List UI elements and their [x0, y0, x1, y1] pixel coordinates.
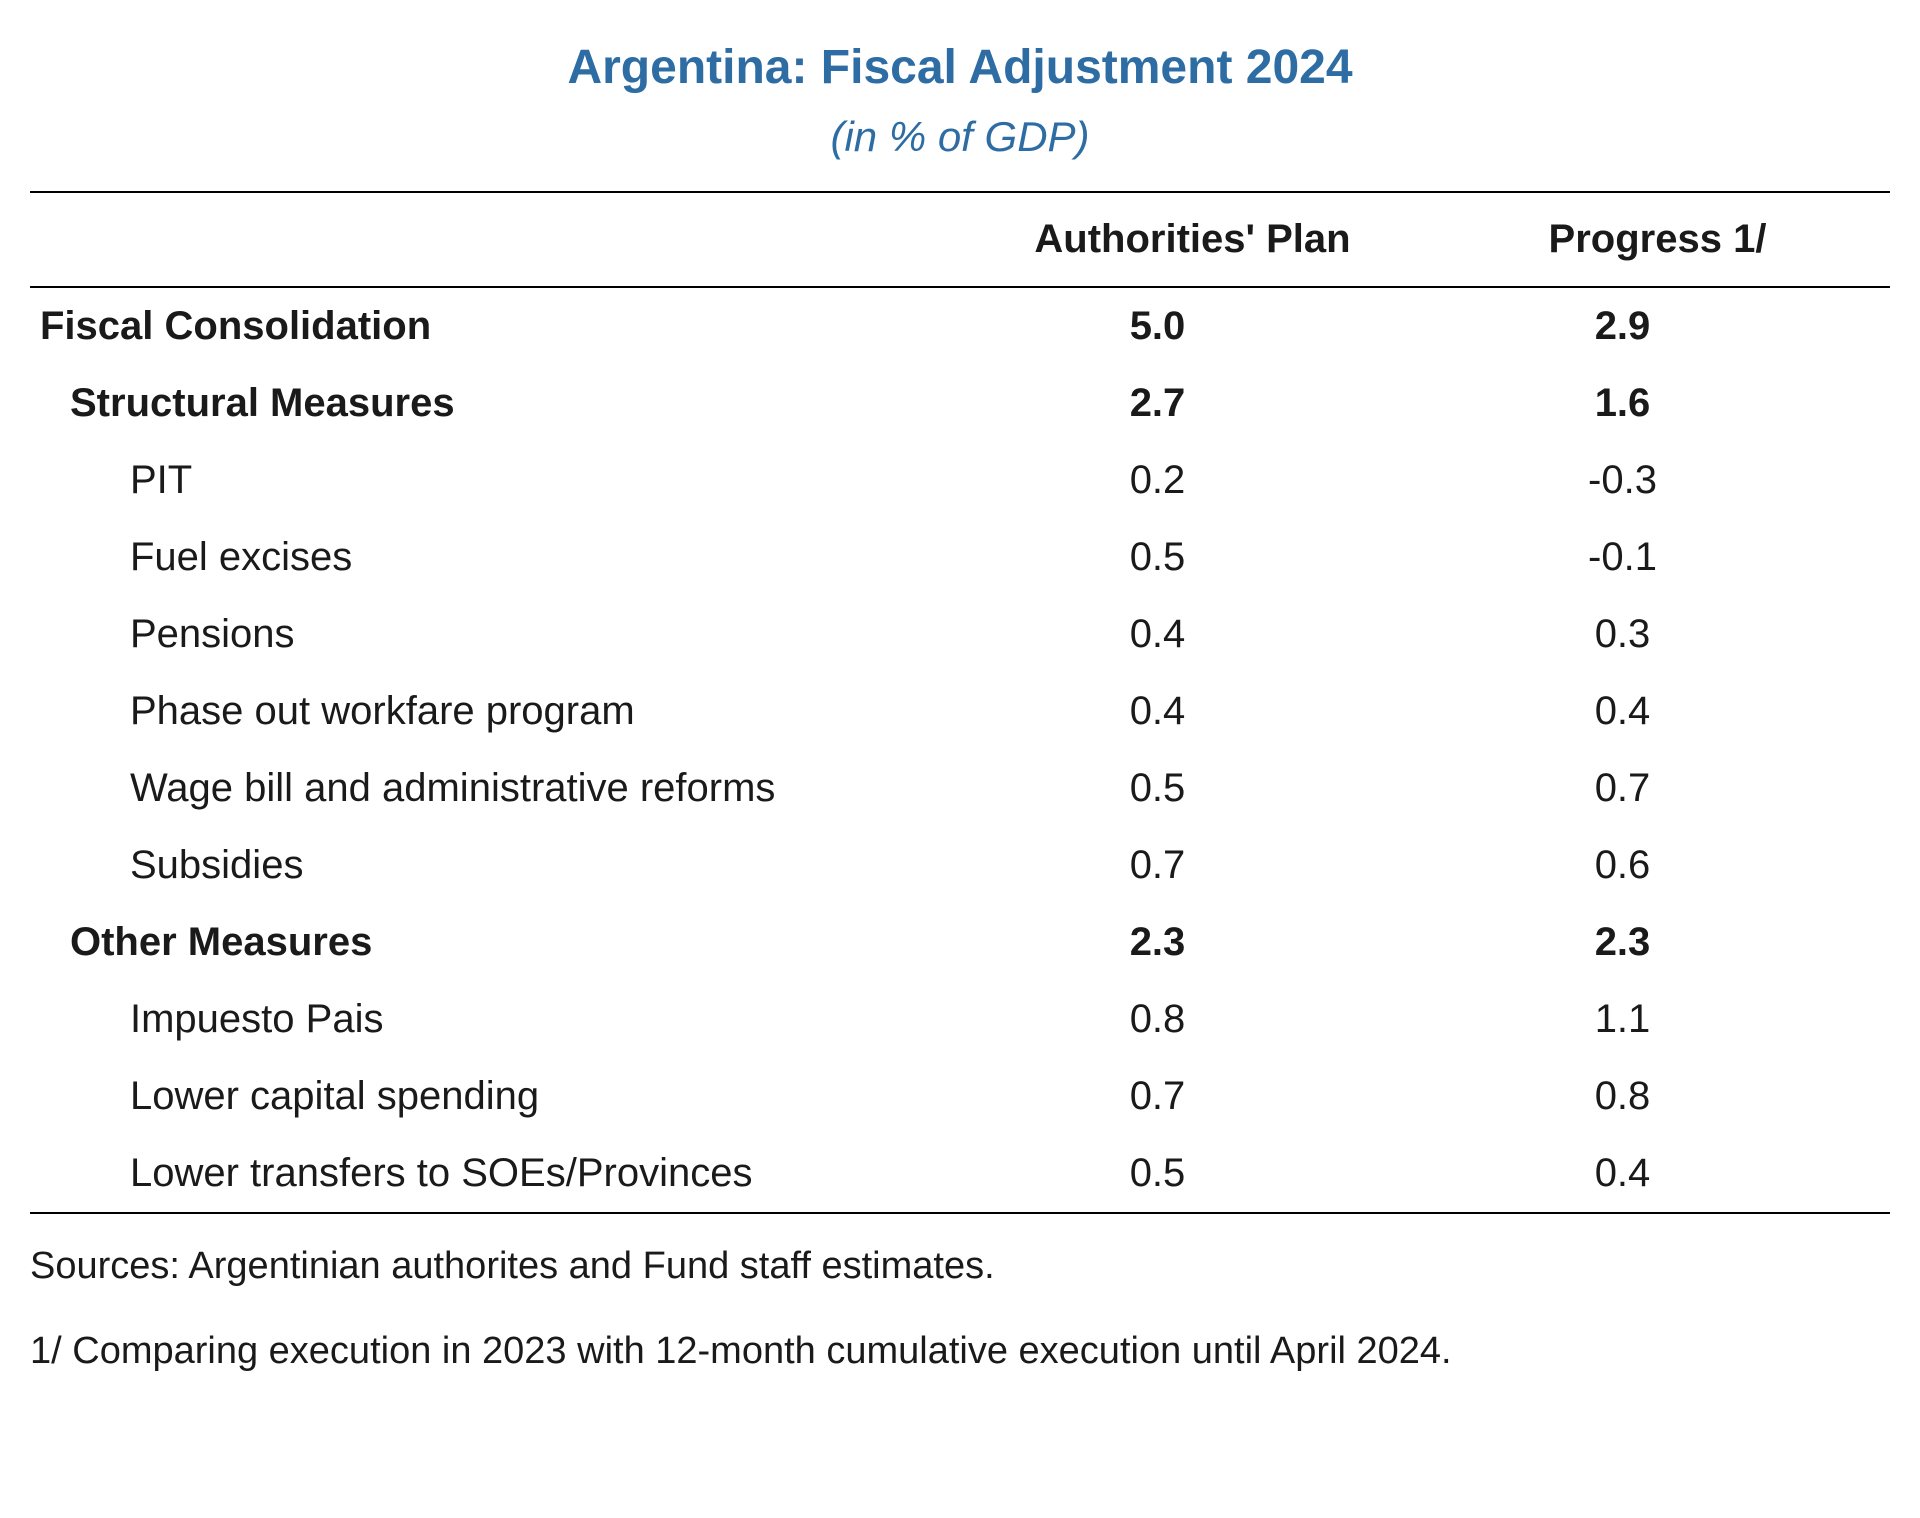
- row-label: Subsidies: [30, 827, 960, 904]
- table-row: Wage bill and administrative reforms0.50…: [30, 750, 1890, 827]
- row-plan-value: 0.4: [960, 673, 1425, 750]
- header-label: [30, 192, 960, 287]
- row-plan-value: 0.2: [960, 442, 1425, 519]
- table-row: Fuel excises0.5-0.1: [30, 519, 1890, 596]
- row-plan-value: 2.7: [960, 365, 1425, 442]
- row-progress-value: 2.9: [1425, 287, 1890, 365]
- table-body: Fiscal Consolidation5.02.9Structural Mea…: [30, 287, 1890, 1213]
- row-plan-value: 0.5: [960, 519, 1425, 596]
- row-progress-value: 0.7: [1425, 750, 1890, 827]
- fiscal-table: Authorities' Plan Progress 1/ Fiscal Con…: [30, 191, 1890, 1214]
- page-subtitle: (in % of GDP): [30, 113, 1890, 161]
- row-label: Wage bill and administrative reforms: [30, 750, 960, 827]
- row-progress-value: 2.3: [1425, 904, 1890, 981]
- row-progress-value: 0.8: [1425, 1058, 1890, 1135]
- row-progress-value: -0.3: [1425, 442, 1890, 519]
- row-label: Other Measures: [30, 904, 960, 981]
- row-label: Pensions: [30, 596, 960, 673]
- table-row: Impuesto Pais0.81.1: [30, 981, 1890, 1058]
- row-progress-value: 1.6: [1425, 365, 1890, 442]
- row-label: Phase out workfare program: [30, 673, 960, 750]
- row-plan-value: 0.7: [960, 827, 1425, 904]
- row-progress-value: 0.4: [1425, 1135, 1890, 1213]
- table-row: Fiscal Consolidation5.02.9: [30, 287, 1890, 365]
- footnote-text: 1/ Comparing execution in 2023 with 12-m…: [30, 1323, 1890, 1380]
- row-label: Impuesto Pais: [30, 981, 960, 1058]
- page-title: Argentina: Fiscal Adjustment 2024: [30, 40, 1890, 95]
- table-row: Other Measures2.32.3: [30, 904, 1890, 981]
- table-row: Pensions0.40.3: [30, 596, 1890, 673]
- row-plan-value: 2.3: [960, 904, 1425, 981]
- row-plan-value: 0.4: [960, 596, 1425, 673]
- row-plan-value: 0.5: [960, 750, 1425, 827]
- row-plan-value: 0.7: [960, 1058, 1425, 1135]
- row-progress-value: 1.1: [1425, 981, 1890, 1058]
- row-plan-value: 0.5: [960, 1135, 1425, 1213]
- row-plan-value: 0.8: [960, 981, 1425, 1058]
- row-plan-value: 5.0: [960, 287, 1425, 365]
- row-label: Fiscal Consolidation: [30, 287, 960, 365]
- table-row: Lower transfers to SOEs/Provinces0.50.4: [30, 1135, 1890, 1213]
- table-header-row: Authorities' Plan Progress 1/: [30, 192, 1890, 287]
- row-progress-value: 0.3: [1425, 596, 1890, 673]
- row-progress-value: -0.1: [1425, 519, 1890, 596]
- table-row: Structural Measures2.71.6: [30, 365, 1890, 442]
- table-row: Lower capital spending0.70.8: [30, 1058, 1890, 1135]
- footnotes: Sources: Argentinian authorites and Fund…: [30, 1238, 1890, 1380]
- row-progress-value: 0.6: [1425, 827, 1890, 904]
- row-label: Lower capital spending: [30, 1058, 960, 1135]
- table-row: PIT0.2-0.3: [30, 442, 1890, 519]
- row-progress-value: 0.4: [1425, 673, 1890, 750]
- footnote-text: Sources: Argentinian authorites and Fund…: [30, 1238, 1890, 1295]
- header-plan: Authorities' Plan: [960, 192, 1425, 287]
- row-label: Lower transfers to SOEs/Provinces: [30, 1135, 960, 1213]
- row-label: PIT: [30, 442, 960, 519]
- table-row: Subsidies0.70.6: [30, 827, 1890, 904]
- row-label: Structural Measures: [30, 365, 960, 442]
- header-progress: Progress 1/: [1425, 192, 1890, 287]
- fiscal-table-container: Argentina: Fiscal Adjustment 2024 (in % …: [30, 40, 1890, 1380]
- row-label: Fuel excises: [30, 519, 960, 596]
- table-row: Phase out workfare program0.40.4: [30, 673, 1890, 750]
